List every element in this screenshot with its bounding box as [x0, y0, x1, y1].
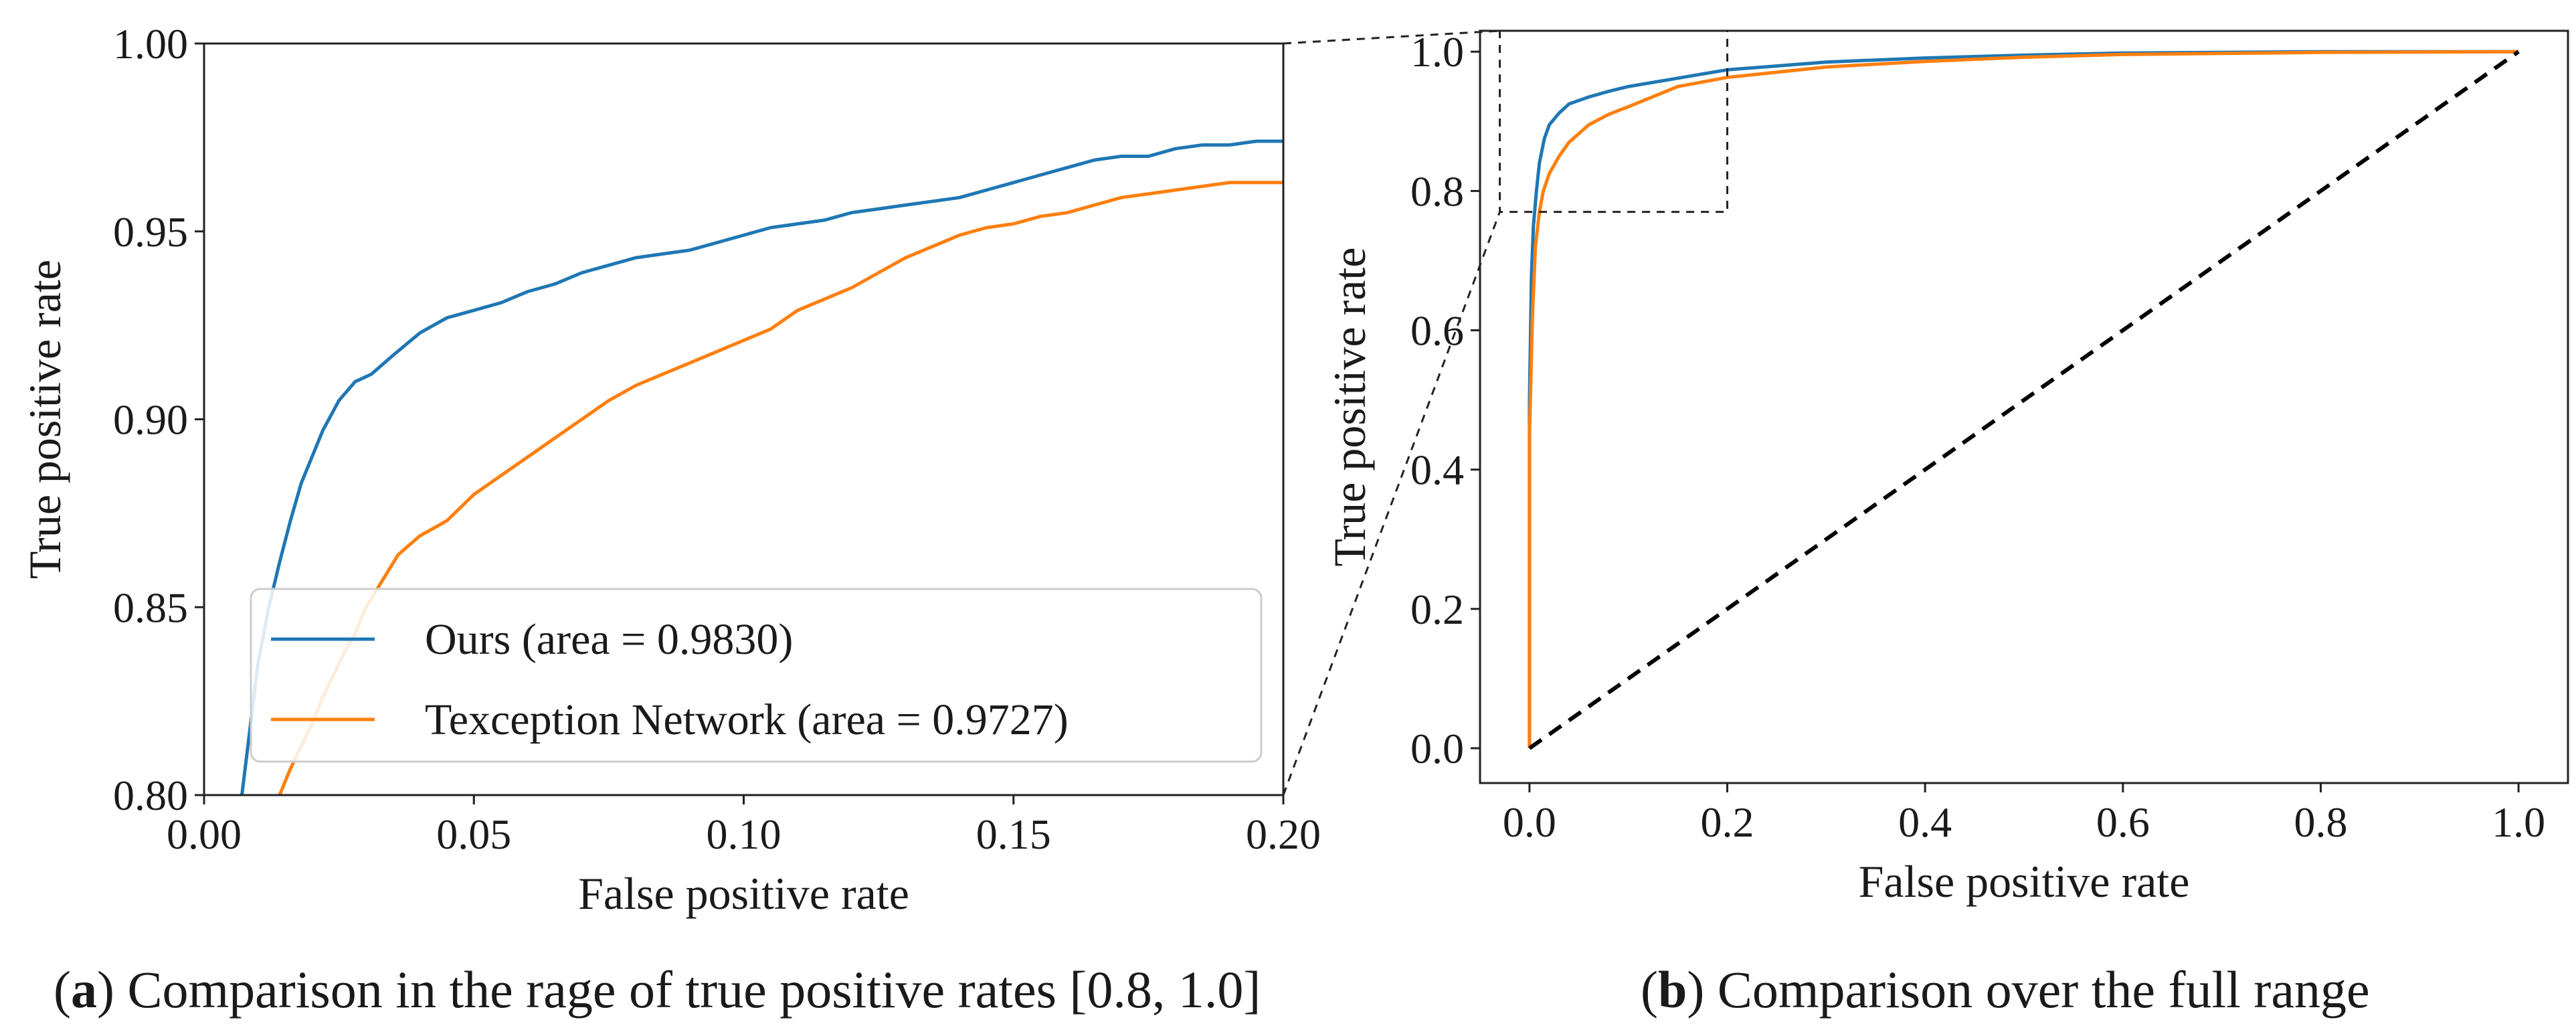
x-axis-label: False positive rate	[578, 868, 909, 919]
x-tick-label: 0.4	[1898, 798, 1952, 846]
x-tick-label: 0.8	[2294, 798, 2347, 846]
x-tick-label: 0.00	[167, 810, 242, 858]
x-axis-label: False positive rate	[1859, 856, 2190, 907]
x-tick-label: 1.0	[2492, 798, 2545, 846]
caption-a: (a) Comparison in the rage of true posit…	[54, 960, 1261, 1019]
caption-a-label: a	[71, 960, 97, 1019]
chart-full-range: 0.0 0.2 0.4 0.6 0.8 1.00.00.20.40.60.81.0Fals…	[1324, 28, 2569, 907]
x-tick-label: 0.10	[707, 810, 781, 858]
y-axis-label: True positive rate	[1324, 247, 1375, 566]
series-line-ours	[240, 139, 1283, 795]
caption-b: (b) Comparison over the full range	[1641, 960, 2370, 1019]
y-axis-label: True positive rate	[19, 260, 70, 579]
legend: Ours (area = 0.9830) Texception Network (…	[250, 588, 1263, 763]
caption-a-text: ) Comparison in the rage of true positiv…	[97, 960, 1261, 1019]
x-tick-label: 0.05	[436, 810, 511, 858]
zoom-connector-bottom	[1282, 211, 1501, 796]
y-tick-label: 0.0	[1410, 725, 1464, 772]
y-tick-label: 1.00	[113, 20, 188, 68]
y-tick-label: 0.8	[1410, 167, 1464, 215]
y-tick-label: 0.4	[1410, 446, 1464, 494]
axes-frame	[1479, 29, 2569, 784]
zoom-connector-top	[1283, 29, 1500, 45]
caption-b-text: ) Comparison over the full range	[1687, 960, 2369, 1019]
chart-zoomed: 0.00 0.05 0.10 0.15 0.20 0.80 0.85 0.90 0.95 1.00…	[19, 20, 1321, 919]
legend-entry: Texception Network (area = 0.9727)	[425, 695, 1069, 744]
y-tick-label: 0.90	[113, 396, 188, 444]
caption-b-label: b	[1658, 960, 1687, 1019]
y-tick-label: 0.2	[1410, 586, 1464, 633]
x-tick-label: 0.20	[1246, 810, 1321, 858]
legend-entry: Ours (area = 0.9830)	[425, 615, 793, 664]
x-tick-label: 0.15	[976, 810, 1051, 858]
zoom-connector-lines	[1282, 29, 1501, 796]
y-tick-label: 0.6	[1410, 307, 1464, 355]
x-tick-label: 0.2	[1701, 798, 1754, 846]
y-tick-label: 0.95	[113, 208, 188, 256]
zoom-box	[1499, 29, 1729, 213]
series-line-texception	[1528, 50, 2519, 748]
x-tick-label: 0.0	[1503, 798, 1556, 846]
y-tick-label: 0.85	[113, 584, 188, 631]
x-tick-label: 0.6	[2096, 798, 2150, 846]
series-line-chance	[1528, 50, 2520, 750]
y-tick-label: 0.80	[113, 772, 188, 819]
series-line-ours	[1528, 50, 2519, 748]
